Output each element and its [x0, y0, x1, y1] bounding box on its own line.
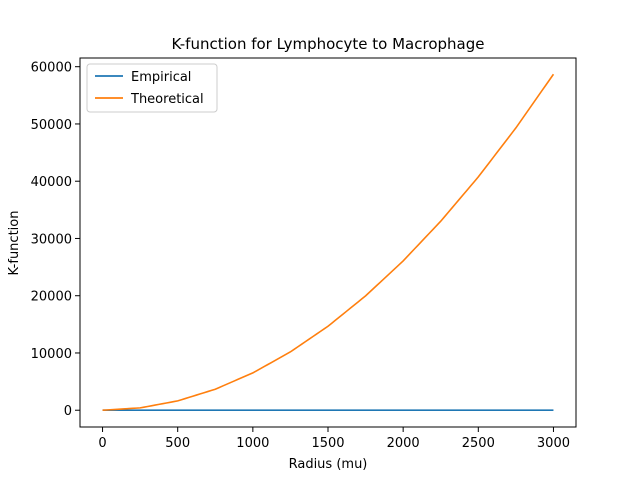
- x-axis-label: Radius (mu): [289, 457, 368, 472]
- x-tick-label-500: 500: [165, 436, 190, 451]
- x-axis: 0 500 1000 1500 2000 2500 3000: [98, 427, 570, 451]
- y-axis: 0 10000 20000 30000 40000 50000 60000: [31, 61, 80, 419]
- y-tick-label-0: 0: [64, 404, 72, 419]
- y-axis-label: K-function: [7, 211, 22, 276]
- x-tick-label-2000: 2000: [387, 436, 420, 451]
- y-tick-label-40000: 40000: [31, 175, 72, 190]
- chart-title: K-function for Lymphocyte to Macrophage: [172, 35, 485, 53]
- series-line-theoretical: [102, 73, 555, 412]
- y-tick-label-10000: 10000: [31, 347, 72, 362]
- x-tick-label-1500: 1500: [311, 436, 344, 451]
- x-tick-label-0: 0: [98, 436, 106, 451]
- y-tick-label-20000: 20000: [31, 290, 72, 305]
- y-tick-label-30000: 30000: [31, 232, 72, 247]
- x-tick-label-3000: 3000: [537, 436, 570, 451]
- legend-label-empirical: Empirical: [131, 70, 191, 85]
- x-tick-label-2500: 2500: [462, 436, 495, 451]
- x-tick-label-1000: 1000: [236, 436, 269, 451]
- y-tick-label-50000: 50000: [31, 118, 72, 133]
- plot-frame: [79, 57, 577, 428]
- legend: Empirical Theoretical: [86, 63, 218, 113]
- y-tick-label-60000: 60000: [31, 61, 72, 76]
- legend-label-theoretical: Theoretical: [130, 92, 204, 107]
- plot-area: [102, 73, 555, 412]
